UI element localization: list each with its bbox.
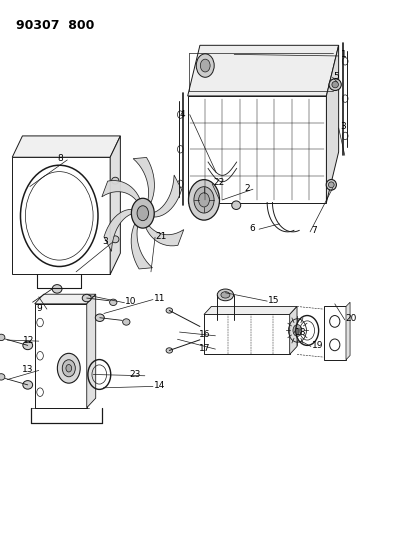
- Text: 5: 5: [334, 72, 339, 80]
- Ellipse shape: [52, 285, 62, 293]
- Circle shape: [188, 180, 220, 220]
- Circle shape: [293, 325, 302, 336]
- Text: 2: 2: [244, 184, 250, 192]
- Polygon shape: [146, 225, 184, 246]
- Circle shape: [200, 59, 210, 72]
- Polygon shape: [154, 175, 182, 217]
- Polygon shape: [104, 209, 132, 252]
- Polygon shape: [133, 157, 154, 203]
- Circle shape: [196, 54, 214, 77]
- Circle shape: [66, 365, 72, 372]
- Ellipse shape: [166, 348, 173, 353]
- Polygon shape: [102, 181, 140, 201]
- Polygon shape: [12, 136, 120, 157]
- Ellipse shape: [221, 292, 230, 298]
- Ellipse shape: [82, 294, 91, 302]
- Text: 10: 10: [125, 297, 137, 306]
- Ellipse shape: [232, 201, 241, 209]
- Ellipse shape: [110, 299, 117, 305]
- Ellipse shape: [95, 314, 104, 321]
- Ellipse shape: [166, 308, 173, 313]
- Text: 3: 3: [340, 123, 346, 131]
- Circle shape: [194, 187, 214, 213]
- Polygon shape: [35, 294, 96, 304]
- Text: 11: 11: [154, 294, 165, 303]
- Text: 90307  800: 90307 800: [16, 19, 95, 31]
- Ellipse shape: [123, 319, 130, 325]
- Text: 21: 21: [156, 232, 167, 240]
- Ellipse shape: [326, 180, 337, 190]
- Polygon shape: [204, 306, 297, 314]
- Text: 22: 22: [213, 179, 224, 187]
- Polygon shape: [188, 45, 339, 96]
- Ellipse shape: [0, 334, 5, 341]
- Ellipse shape: [23, 381, 33, 389]
- Ellipse shape: [0, 374, 5, 380]
- Text: 13: 13: [22, 365, 34, 374]
- Text: 1: 1: [341, 51, 346, 59]
- Circle shape: [58, 353, 80, 383]
- Polygon shape: [87, 294, 96, 408]
- Ellipse shape: [112, 236, 119, 243]
- Text: 15: 15: [268, 296, 279, 304]
- Circle shape: [131, 198, 154, 228]
- Circle shape: [62, 360, 75, 377]
- Ellipse shape: [328, 182, 334, 188]
- Ellipse shape: [23, 341, 33, 350]
- Text: 9: 9: [37, 304, 42, 312]
- Polygon shape: [326, 45, 339, 203]
- Text: 23: 23: [129, 370, 141, 379]
- Text: 16: 16: [200, 330, 211, 339]
- Text: 17: 17: [200, 344, 211, 352]
- Polygon shape: [290, 306, 297, 354]
- Circle shape: [137, 206, 149, 221]
- Text: 18: 18: [295, 328, 306, 336]
- Text: 4: 4: [179, 110, 185, 118]
- Polygon shape: [131, 224, 153, 269]
- Text: 20: 20: [346, 314, 357, 323]
- Ellipse shape: [329, 79, 341, 91]
- Text: 19: 19: [312, 341, 323, 350]
- Polygon shape: [346, 302, 350, 360]
- Text: 14: 14: [154, 381, 165, 390]
- Circle shape: [199, 193, 209, 207]
- Ellipse shape: [217, 289, 233, 301]
- Polygon shape: [110, 136, 120, 274]
- Text: 7: 7: [311, 227, 317, 235]
- Text: 6: 6: [249, 224, 255, 232]
- Text: 8: 8: [58, 155, 63, 163]
- Ellipse shape: [332, 82, 339, 88]
- Text: 12: 12: [22, 336, 34, 344]
- Ellipse shape: [112, 177, 119, 184]
- Text: 3: 3: [102, 237, 108, 246]
